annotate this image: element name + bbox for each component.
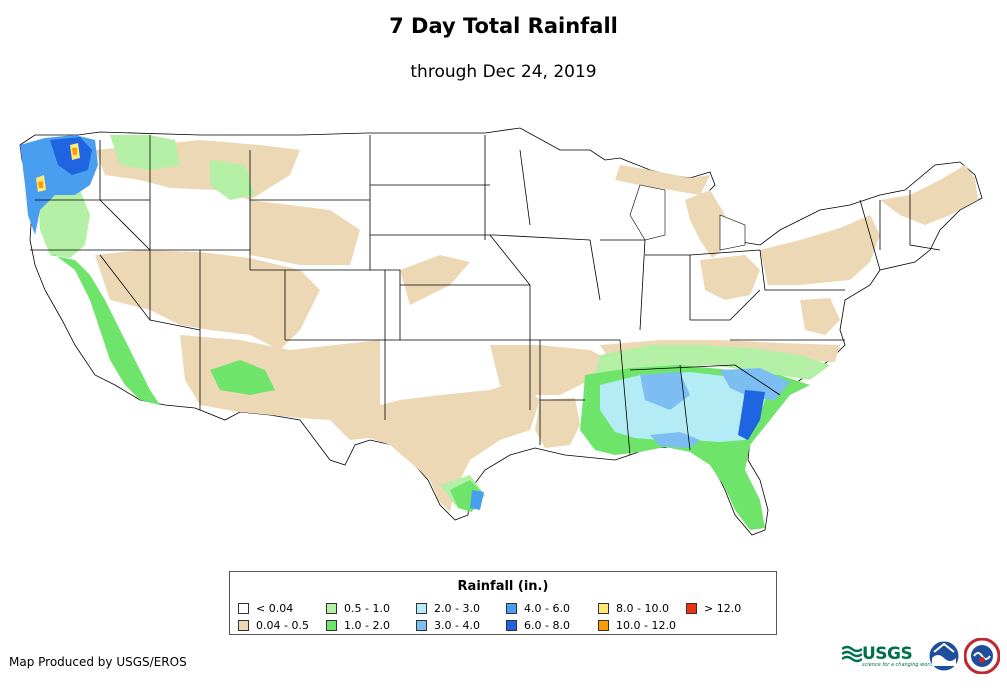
legend-label: 4.0 - 6.0 bbox=[524, 602, 570, 615]
usgs-tagline: science for a changing world bbox=[862, 662, 934, 668]
legend-label: 0.04 - 0.5 bbox=[256, 619, 309, 632]
legend-swatch bbox=[326, 620, 337, 631]
deep-blue-rain-areas bbox=[20, 135, 765, 510]
legend-item: 10.0 - 12.0 bbox=[598, 617, 686, 634]
legend-item: < 0.04 bbox=[238, 600, 326, 617]
usgs-wordmark: USGS bbox=[862, 644, 913, 664]
legend-label: 10.0 - 12.0 bbox=[616, 619, 676, 632]
legend-label: 2.0 - 3.0 bbox=[434, 602, 480, 615]
usgs-logo: USGS bbox=[842, 644, 913, 664]
legend-label: 8.0 - 10.0 bbox=[616, 602, 669, 615]
legend-swatch bbox=[506, 620, 517, 631]
legend-label: < 0.04 bbox=[256, 602, 294, 615]
legend-items: < 0.04 0.5 - 1.0 2.0 - 3.0 4.0 - 6.0 8.0 - 1… bbox=[238, 600, 772, 634]
great-lakes bbox=[629, 184, 746, 251]
legend-swatch bbox=[326, 603, 337, 614]
nws-emblem-icon bbox=[964, 638, 1000, 674]
legend-label: 3.0 - 4.0 bbox=[434, 619, 480, 632]
us-map-svg bbox=[19, 127, 983, 536]
usgs-wave-icon bbox=[842, 645, 862, 663]
legend-label: 6.0 - 8.0 bbox=[524, 619, 570, 632]
blue-rain-areas bbox=[640, 368, 790, 448]
legend-label: > 12.0 bbox=[704, 602, 742, 615]
legend-item: 0.5 - 1.0 bbox=[326, 600, 416, 617]
map-title: 7 Day Total Rainfall bbox=[389, 14, 618, 38]
legend-swatch bbox=[238, 603, 249, 614]
rainfall-legend: Rainfall (in.) < 0.04 0.5 - 1.0 2.0 - 3.0 4… bbox=[229, 571, 777, 635]
legend-swatch bbox=[686, 603, 697, 614]
rainfall-map bbox=[19, 127, 983, 536]
legend-label: 1.0 - 2.0 bbox=[344, 619, 390, 632]
legend-item: 3.0 - 4.0 bbox=[416, 617, 506, 634]
legend-item: 2.0 - 3.0 bbox=[416, 600, 506, 617]
legend-swatch bbox=[598, 603, 609, 614]
legend-swatch bbox=[416, 603, 427, 614]
legend-swatch bbox=[598, 620, 609, 631]
state-boundaries bbox=[30, 135, 941, 456]
legend-item: 1.0 - 2.0 bbox=[326, 617, 416, 634]
legend-item: 4.0 - 6.0 bbox=[506, 600, 598, 617]
noaa-emblem-icon bbox=[928, 640, 960, 672]
legend-swatch bbox=[238, 620, 249, 631]
legend-item: 6.0 - 8.0 bbox=[506, 617, 598, 634]
legend-title: Rainfall (in.) bbox=[457, 579, 549, 594]
us-outline bbox=[19, 127, 983, 536]
map-credit: Map Produced by USGS/EROS bbox=[9, 655, 187, 669]
legend-swatch bbox=[416, 620, 427, 631]
legend-label: 0.5 - 1.0 bbox=[344, 602, 390, 615]
legend-item: > 12.0 bbox=[686, 600, 756, 617]
legend-item: 0.04 - 0.5 bbox=[238, 617, 326, 634]
legend-swatch bbox=[506, 603, 517, 614]
map-subtitle: through Dec 24, 2019 bbox=[410, 62, 597, 82]
extreme-rain-spots bbox=[36, 143, 80, 192]
legend-item: 8.0 - 10.0 bbox=[598, 600, 686, 617]
agency-logos: USGS science for a changing world bbox=[842, 638, 1002, 678]
